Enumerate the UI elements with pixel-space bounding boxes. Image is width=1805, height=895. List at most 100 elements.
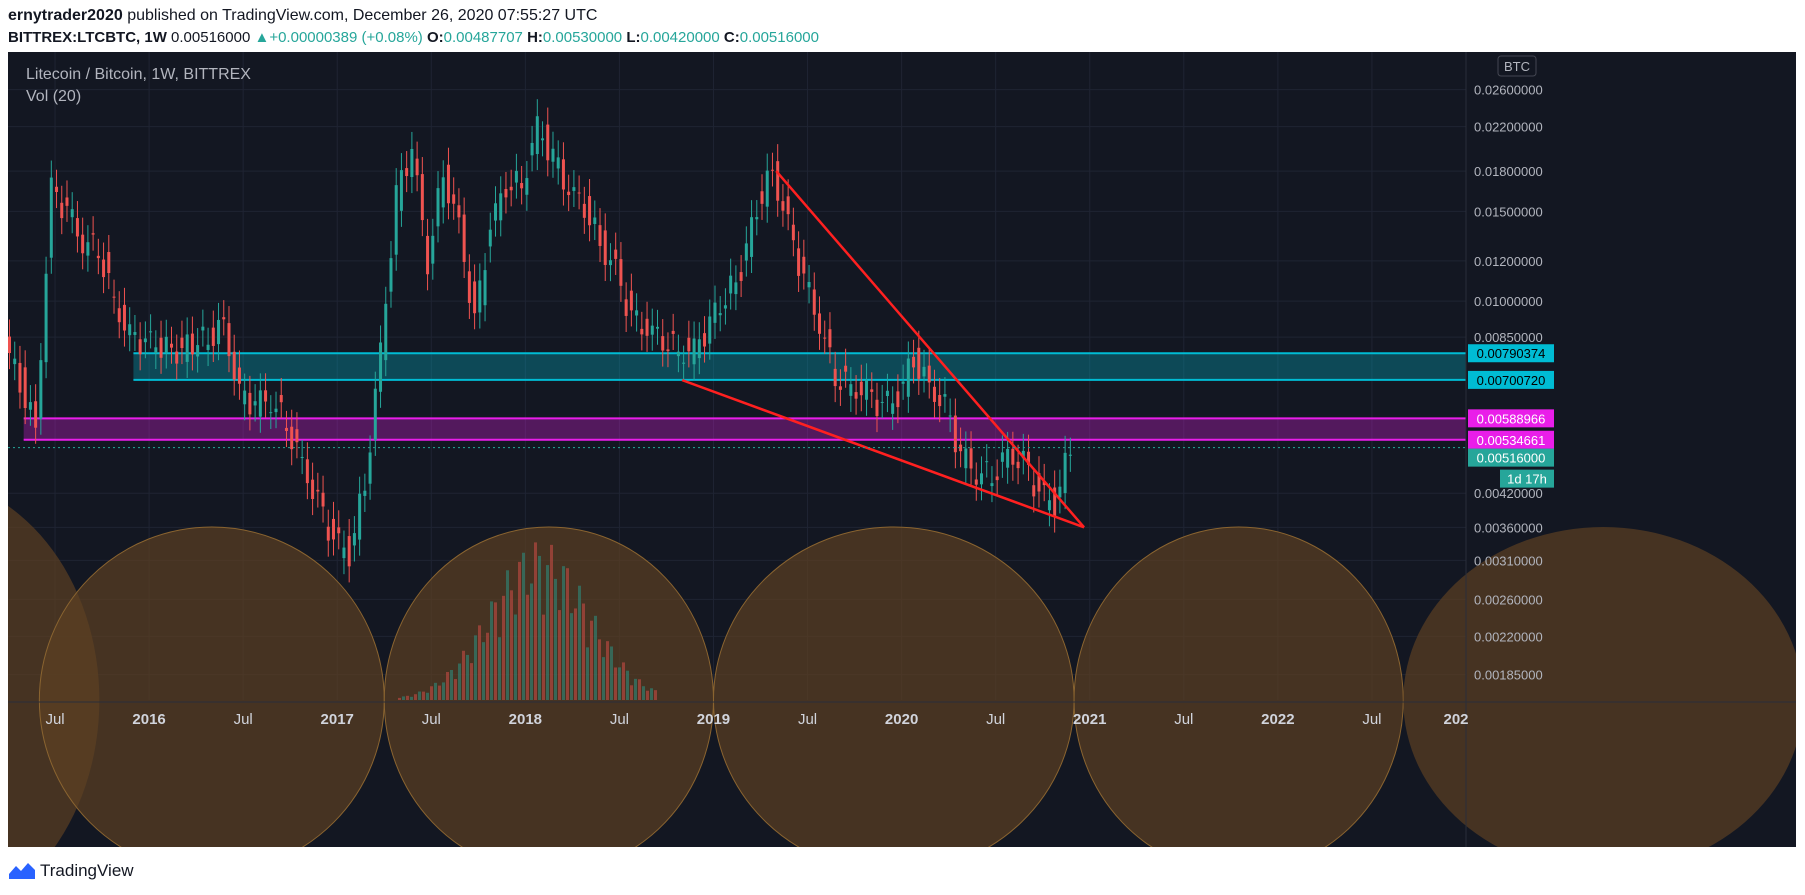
author-name[interactable]: ernytrader2020 [8,7,123,24]
candle [295,429,299,443]
candle [264,390,268,402]
candle [347,536,351,567]
volume-bar [418,691,421,700]
candle [901,381,905,384]
candle [1047,500,1051,511]
candle [122,304,126,331]
candle [483,270,487,306]
volume-bar [586,647,589,700]
candle [279,395,283,403]
candle [190,333,194,355]
candle [1037,473,1041,492]
volume-bar [626,670,629,700]
volume-bar [522,552,525,700]
candle [91,233,95,235]
volume-bar [610,646,613,700]
high-value: 0.00530000 [542,29,623,46]
candle [692,338,696,365]
candle [70,209,74,218]
tradingview-brand[interactable]: TradingView [40,861,134,880]
countdown-label: 1d 17h [1507,472,1547,487]
candle [389,258,393,292]
candle [656,326,659,329]
candle [561,159,565,190]
candle [420,174,424,221]
volume-bar [506,570,509,700]
legend-volume[interactable]: Vol (20) [26,88,82,105]
candle [201,326,205,331]
volume-bar [562,566,565,700]
last-price: 0.00516000 [171,29,251,46]
candle [457,205,461,218]
chart-canvas[interactable]: 0.00790374 0.00700720 0.00588966 0.00534661… [8,52,1796,847]
volume-bar [542,614,545,700]
candle [405,168,409,177]
candle [368,452,372,484]
volume-bar [518,561,521,700]
chart-legend: Litecoin / Bitcoin, 1W, BITTREX Vol (20) [26,66,251,110]
volume-bar [406,695,409,700]
candle [598,225,602,246]
candle [708,316,712,344]
volume-bar [582,603,585,700]
candle [18,362,22,393]
candle [23,367,27,409]
volume-bar [494,602,497,700]
candle [65,197,69,206]
volume-bar [538,555,541,700]
candle [180,337,184,349]
zone-1 [23,418,1467,440]
candle [55,186,59,193]
y-tick-label: 0.02200000 [1474,120,1543,135]
candle [750,217,754,257]
candle [1058,486,1062,498]
volume-bar [646,690,649,700]
volume-bar [434,682,437,700]
candle [237,367,241,384]
x-tick-label: Jul [610,711,629,728]
publish-line: ernytrader2020 published on TradingView.… [8,7,597,25]
candle [316,489,320,492]
high-label: H: [527,29,543,46]
candle [258,390,262,417]
candle [912,356,916,368]
price-chart[interactable]: 0.00790374 0.00700720 0.00588966 0.00534661… [8,52,1796,847]
candle [452,194,456,204]
volume-bar [614,667,617,700]
volume-bar [438,685,441,700]
legend-title[interactable]: Litecoin / Bitcoin, 1W, BITTREX [26,66,251,83]
x-tick-label: 2019 [697,711,730,728]
candle [823,337,827,339]
candle [755,217,759,220]
x-tick-label: Jul [45,711,64,728]
candle [243,390,247,405]
candle [431,235,435,264]
candle [593,217,597,224]
volume-bar [554,578,557,700]
x-tick-label: 2020 [885,711,918,728]
candle [723,305,727,309]
candle [488,229,492,247]
candle [567,191,571,196]
candle [175,351,179,364]
candle [478,280,482,313]
candle [1063,452,1067,494]
open-label: O: [426,29,444,46]
volume-bar [470,663,473,700]
candle [661,336,665,351]
candle [290,426,294,450]
x-tick-label: Jul [234,711,253,728]
candle [995,476,999,481]
cycle-arc-3 [713,526,1075,847]
candle [765,170,769,207]
volume-bar [550,544,553,700]
candle [1068,454,1072,456]
candle [645,318,649,336]
candle [875,399,879,417]
volume-bar [530,583,533,700]
candle [608,260,612,266]
candle [624,299,628,316]
candle [744,243,748,261]
candle [880,401,884,403]
candle [666,349,670,352]
